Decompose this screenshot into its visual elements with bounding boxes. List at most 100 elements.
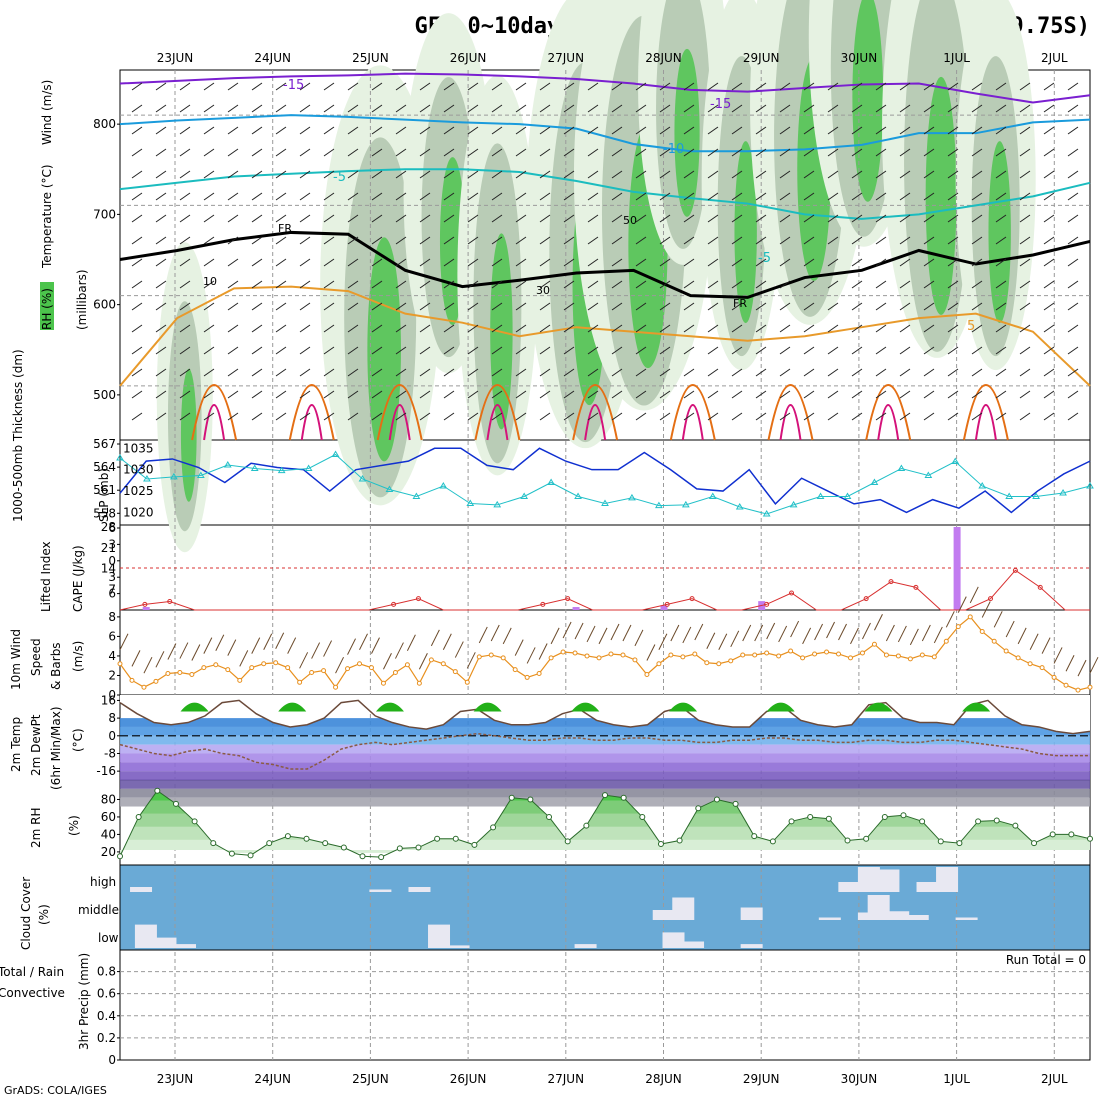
- wind-speed-point: [1027, 661, 1033, 667]
- wind-barb: [682, 626, 692, 644]
- wind-barb: [443, 192, 455, 201]
- precip-label-3: 3hr Precip (mm): [77, 953, 91, 1050]
- thickness-marker: [358, 475, 367, 482]
- wind-barb: [803, 82, 815, 91]
- wind-barb: [947, 302, 959, 311]
- thickness-marker: [547, 478, 555, 485]
- wind-barb: [467, 82, 479, 91]
- wind-barb: [875, 412, 887, 421]
- wind-barb: [251, 82, 263, 91]
- credit: GrADS: COLA/IGES: [4, 1084, 107, 1097]
- wind-barb: [947, 82, 959, 91]
- thickness-marker: [655, 501, 663, 509]
- wind-barb: [155, 126, 167, 135]
- wind-barb: [131, 650, 141, 667]
- wind-speed-point: [728, 658, 734, 664]
- rh-point: [266, 840, 273, 847]
- wind-barb: [659, 346, 671, 355]
- thickness-marker: [735, 503, 744, 510]
- wind-speed-point: [931, 654, 937, 660]
- wind-barb: [539, 258, 551, 267]
- wind-barb: [707, 170, 719, 179]
- thickness-marker: [681, 500, 690, 508]
- wind-barb: [239, 650, 249, 667]
- wind-barb: [347, 214, 359, 223]
- isotherm-15: [877, 404, 900, 441]
- wind-barb: [850, 627, 859, 645]
- wind-barb: [179, 214, 191, 223]
- precip-panel: [119, 949, 1091, 1061]
- wind-barb: [203, 412, 215, 421]
- wind-barb: [779, 148, 791, 157]
- y-tick-label: 2: [108, 668, 116, 682]
- wind-barb: [1043, 214, 1055, 223]
- wind-speed-point: [261, 661, 267, 667]
- wind-barb: [923, 126, 935, 135]
- wind-barb: [731, 214, 743, 223]
- wind-barb: [981, 601, 991, 618]
- contour-label: 30: [536, 284, 550, 297]
- isotherm--15: [119, 72, 1091, 104]
- wind-barb: [610, 623, 620, 641]
- rh-point: [396, 845, 403, 852]
- wind-barb: [611, 192, 623, 201]
- x-tick-label: 26JUN: [450, 1072, 487, 1086]
- wind-speed-point: [632, 657, 638, 663]
- wind-barb: [467, 368, 479, 377]
- rh-point: [322, 840, 329, 847]
- thickness-label: 1000-500mb Thickness (dm): [11, 349, 25, 522]
- wind-speed-point: [500, 655, 506, 661]
- wind-barb: [371, 148, 383, 157]
- wind-barb: [635, 192, 647, 201]
- wind-barb: [947, 236, 959, 245]
- contour-label: 5: [967, 319, 975, 334]
- slp-thickness-lines: [116, 447, 1094, 517]
- rh-point: [303, 835, 310, 842]
- isotherm-10: [474, 384, 521, 441]
- wind-barb: [275, 192, 287, 201]
- cloud-bar-low: [428, 924, 451, 948]
- wind-speed-point: [584, 653, 590, 659]
- thickness-marker: [223, 461, 232, 468]
- wind-speed-point: [1039, 665, 1045, 671]
- wind-barb: [563, 280, 575, 289]
- wind-barb: [754, 624, 764, 642]
- thickness-marker: [789, 500, 798, 508]
- wind-barb: [131, 412, 143, 421]
- wind-barb: [1067, 412, 1079, 421]
- wind-barb: [478, 626, 488, 644]
- cloud-bar-low: [574, 944, 597, 948]
- wind-barb: [131, 82, 143, 91]
- thickness-marker: [304, 464, 313, 471]
- wind-barb: [395, 280, 407, 289]
- wind-barb: [371, 302, 383, 311]
- wind-barb: [203, 214, 215, 223]
- wind-barb: [227, 324, 239, 333]
- wind-barb: [155, 258, 167, 267]
- wind-barb: [779, 214, 791, 223]
- wind-speed-line: [119, 616, 1091, 691]
- wind-barb: [323, 368, 335, 377]
- wind-barb: [203, 280, 215, 289]
- wind-barb: [587, 236, 599, 245]
- wind-barb: [323, 104, 335, 113]
- wind-barb: [851, 104, 863, 113]
- y-tick-label: 564: [93, 460, 116, 474]
- wind-barb: [899, 390, 911, 399]
- rh-point: [434, 835, 441, 842]
- wind-barb: [851, 324, 863, 333]
- wind-barb: [563, 302, 575, 311]
- wind-barb: [947, 126, 959, 135]
- wind-barb: [1043, 412, 1055, 421]
- cloud-row-low: low: [98, 931, 119, 945]
- wind-barb: [1041, 637, 1051, 654]
- wind-barb: [838, 623, 847, 641]
- wind-barb: [947, 390, 959, 399]
- wind-barb: [683, 390, 695, 399]
- isotherm-10: [376, 384, 423, 441]
- thickness-marker: [951, 457, 960, 464]
- wind-barb: [587, 104, 599, 113]
- wind-barb: [275, 82, 287, 91]
- wind-barb: [275, 236, 287, 245]
- wind-barb: [275, 104, 287, 113]
